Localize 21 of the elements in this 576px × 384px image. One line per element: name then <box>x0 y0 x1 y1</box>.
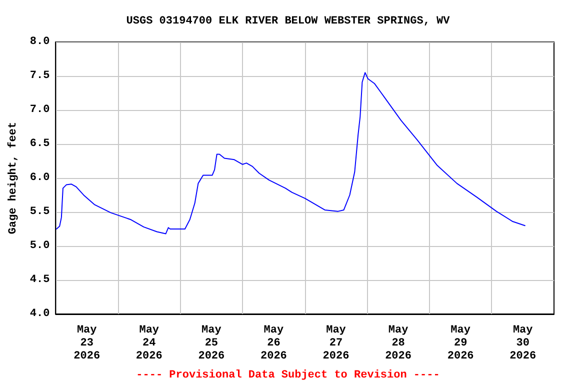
y-tick-label: 6.5 <box>30 138 50 150</box>
x-tick-label: May 27 2026 <box>322 324 350 362</box>
x-tick-label: May 26 2026 <box>260 324 287 362</box>
chart-title: USGS 03194700 ELK RIVER BELOW WEBSTER SPRINGS, WV <box>126 16 450 28</box>
y-axis-title: Gage height, feet <box>6 122 20 234</box>
x-tick-label: May 28 2026 <box>385 324 412 362</box>
x-tick-label: May 23 2026 <box>74 324 100 362</box>
y-tick-label: 6.0 <box>30 172 50 184</box>
x-tick-label: May 29 2026 <box>447 324 474 362</box>
y-tick-label: 4.0 <box>30 308 50 320</box>
y-tick-label: 5.0 <box>30 240 50 252</box>
line-series <box>56 72 526 234</box>
x-tick-label: May 24 2026 <box>136 324 162 362</box>
text: ---- Provisional Data Subject to Revision ---- <box>136 370 440 382</box>
x-tick-label: May 30 2026 <box>510 324 536 362</box>
y-tick-label: 5.5 <box>30 206 50 218</box>
y-tick-label: 8.0 <box>30 36 50 48</box>
y-tick-label: 7.5 <box>30 70 50 82</box>
y-tick-label: 7.0 <box>30 104 50 116</box>
x-tick-label: May 25 2026 <box>198 324 225 362</box>
y-tick-label: 4.5 <box>30 274 50 286</box>
